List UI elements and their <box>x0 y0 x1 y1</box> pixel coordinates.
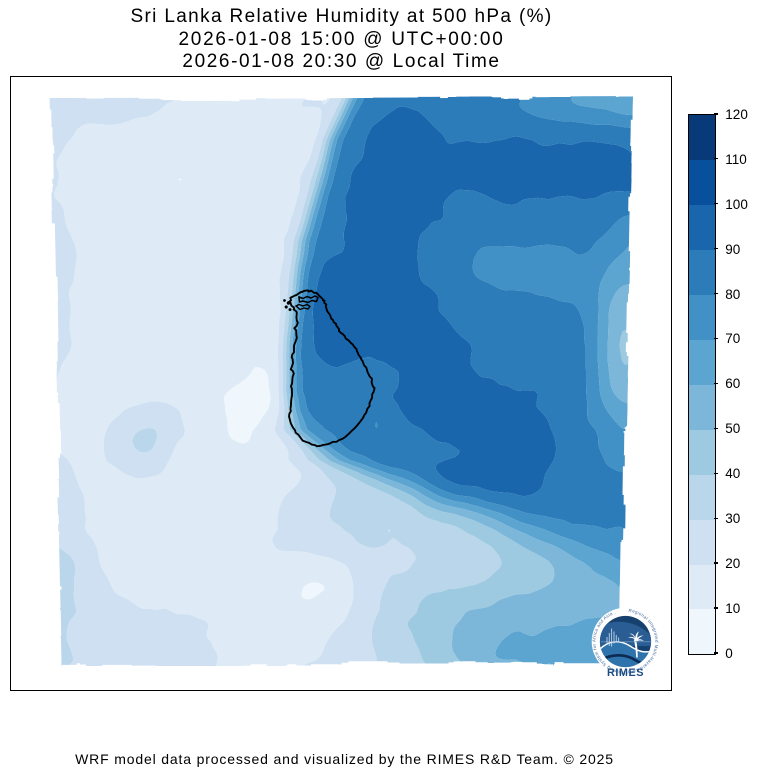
svg-text:RIMES: RIMES <box>607 667 644 679</box>
